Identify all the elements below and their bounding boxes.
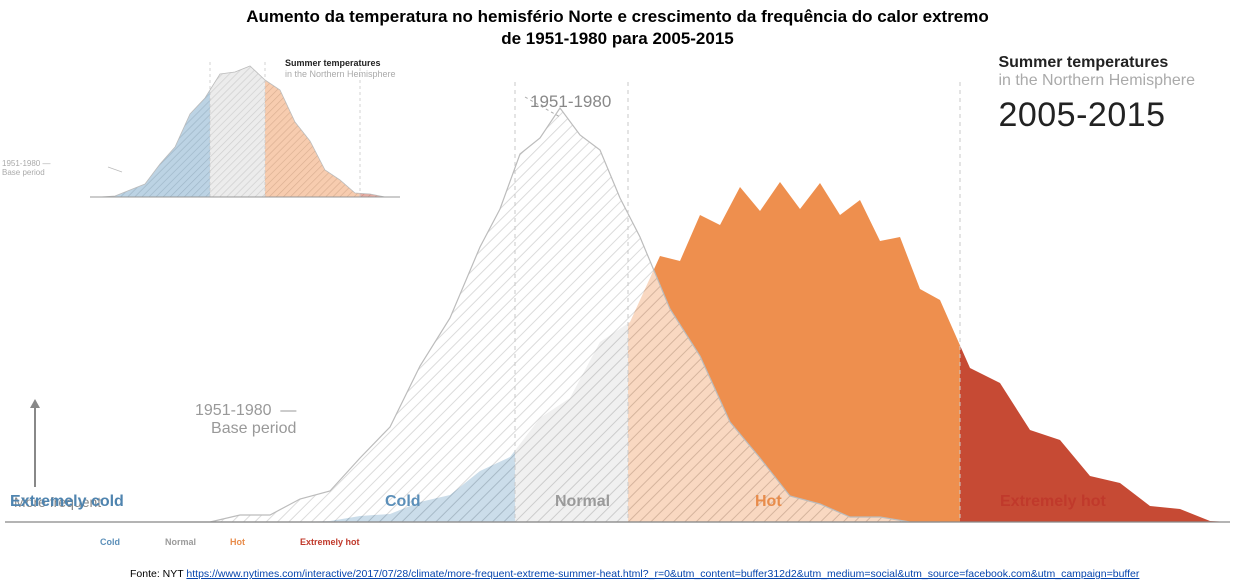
base-period-top-label: 1951-1980: [530, 92, 611, 112]
category-label-extremely-hot: Extremely hot: [1000, 493, 1106, 511]
right-label-period: 2005-2015: [998, 96, 1195, 135]
inset-category-hot: Hot: [230, 537, 245, 547]
category-label-extremely-cold: Extremely cold: [10, 493, 124, 511]
inset-category-cold: Cold: [100, 537, 120, 547]
inset-title-grey: in the Northern Hemisphere: [285, 69, 396, 79]
inset-title-bold: Summer temperatures: [285, 58, 381, 68]
inset-base-period-label: 1951-1980 — Base period: [2, 160, 51, 178]
inset-title: Summer temperatures in the Northern Hemi…: [285, 58, 396, 80]
right-period-label: Summer temperatures in the Northern Hemi…: [998, 54, 1195, 135]
category-label-hot: Hot: [755, 493, 782, 511]
inset-hatch-overlay: [100, 66, 385, 197]
right-label-line1: Summer temperatures: [998, 54, 1195, 72]
chart-area: Summer temperatures in the Northern Hemi…: [0, 52, 1235, 547]
chart-title: Aumento da temperatura no hemisfério Nor…: [0, 0, 1235, 50]
right-label-line2: in the Northern Hemisphere: [998, 72, 1195, 90]
title-line-2: de 1951-1980 para 2005-2015: [0, 28, 1235, 50]
more-frequent-arrow-icon: [34, 407, 36, 487]
base-period-inline-label: 1951-1980 — Base period: [195, 402, 296, 438]
source-footer: Fonte: NYT https://www.nytimes.com/inter…: [130, 568, 1139, 580]
inset-base-leader: [108, 167, 122, 172]
inset-category-extremely-hot: Extremely hot: [300, 537, 360, 547]
inset-category-normal: Normal: [165, 537, 196, 547]
category-label-normal: Normal: [555, 493, 610, 511]
source-link[interactable]: https://www.nytimes.com/interactive/2017…: [186, 568, 1139, 580]
title-line-1: Aumento da temperatura no hemisfério Nor…: [0, 6, 1235, 28]
x-axis-category-labels: Extremely cold Cold Normal Hot Extremely hot: [0, 493, 1235, 515]
category-label-cold: Cold: [385, 493, 421, 511]
source-prefix: Fonte: NYT: [130, 568, 186, 580]
